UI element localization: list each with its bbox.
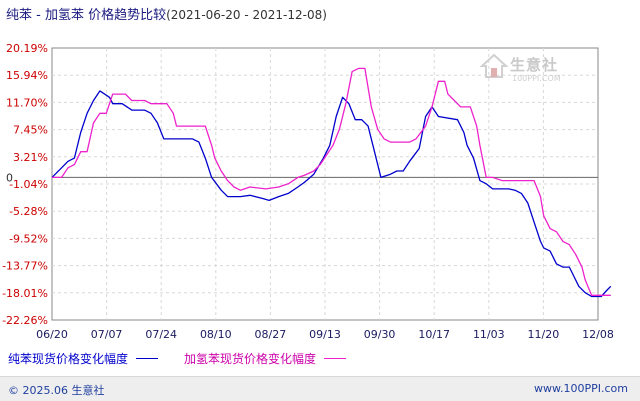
x-tick-label: 11/03 bbox=[473, 328, 505, 341]
footer-copyright: © 2025.06 生意社 bbox=[8, 384, 105, 397]
x-tick-label: 07/24 bbox=[145, 328, 177, 341]
x-tick-label: 09/30 bbox=[364, 328, 396, 341]
series-line-hydro-benzene bbox=[52, 67, 611, 296]
y-tick-label: -22.26% bbox=[2, 314, 48, 327]
x-tick-label: 06/20 bbox=[36, 328, 68, 341]
price-trend-chart: 20.19% 15.94% 11.70% 7.45% 3.21% -1.04% -5.28%… bbox=[2, 42, 614, 341]
y-tick-label: -5.28% bbox=[9, 205, 48, 218]
x-tick-label: 08/10 bbox=[200, 328, 232, 341]
chart-title-text: 纯苯 - 加氢苯 价格趋势比较 bbox=[6, 8, 167, 23]
y-tick-label: 15.94% bbox=[6, 69, 48, 82]
series-line-benzene bbox=[51, 90, 612, 298]
watermark: 生意社 100PPI.COM bbox=[480, 52, 580, 92]
footer: © 2025.06 生意社 www.100PPI.com bbox=[0, 376, 640, 401]
watermark-sub: 100PPI.COM bbox=[512, 74, 561, 83]
watermark-text: 生意社 bbox=[510, 56, 559, 74]
legend-label-benzene: 纯苯现货价格变化幅度 bbox=[8, 352, 129, 366]
x-tick-label: 09/13 bbox=[309, 328, 341, 341]
x-tick-label: 08/27 bbox=[255, 328, 287, 341]
y-tick-label: 3.21% bbox=[13, 151, 48, 164]
y-tick-label: -13.77% bbox=[2, 260, 48, 273]
chart-date-range: (2021-06-20 - 2021-12-08) bbox=[166, 8, 327, 22]
y-tick-label: 7.45% bbox=[13, 124, 48, 137]
y-tick-label: 20.19% bbox=[6, 42, 48, 55]
legend-label-hydro-benzene: 加氢苯现货价格变化幅度 bbox=[184, 352, 317, 366]
y-tick-label: -9.52% bbox=[9, 232, 48, 245]
legend: 纯苯现货价格变化幅度 加氢苯现货价格变化幅度 bbox=[8, 350, 372, 367]
legend-swatch-hydro-benzene bbox=[324, 358, 347, 359]
legend-item-benzene: 纯苯现货价格变化幅度 bbox=[8, 350, 159, 367]
x-tick-label: 12/08 bbox=[582, 328, 614, 341]
chart-title: 纯苯 - 加氢苯 价格趋势比较(2021-06-20 - 2021-12-08) bbox=[6, 4, 327, 23]
y-tick-label: 11.70% bbox=[6, 96, 48, 109]
legend-swatch-benzene bbox=[136, 358, 159, 359]
x-tick-label: 07/07 bbox=[91, 328, 123, 341]
legend-item-hydro-benzene: 加氢苯现货价格变化幅度 bbox=[184, 350, 347, 367]
y-tick-label: -18.01% bbox=[2, 287, 48, 300]
footer-site-link[interactable]: www.100PPI.com bbox=[534, 382, 628, 395]
y-tick-label: -1.04% bbox=[9, 178, 48, 191]
y-zero-label: 0 bbox=[6, 171, 13, 184]
house-logo-icon bbox=[480, 53, 508, 78]
x-tick-label: 10/17 bbox=[418, 328, 450, 341]
x-tick-label: 11/20 bbox=[528, 328, 560, 341]
